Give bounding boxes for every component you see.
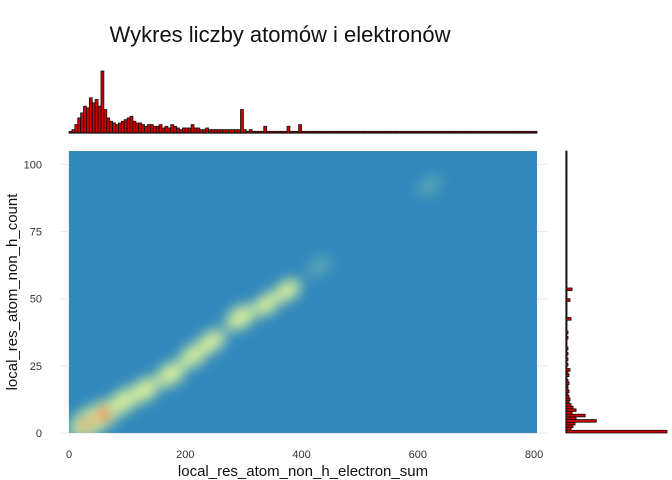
density-layer-ellipse bbox=[416, 174, 443, 198]
x-histogram-bar bbox=[147, 124, 151, 134]
y-histogram-bar bbox=[565, 427, 572, 431]
x-histogram-bar bbox=[132, 120, 137, 134]
x-tick-label: 400 bbox=[292, 449, 310, 461]
y-histogram-bar bbox=[565, 424, 574, 429]
x-histogram-bar bbox=[83, 105, 87, 134]
x-histogram-bar bbox=[205, 127, 209, 134]
x-histogram-bar bbox=[112, 122, 116, 134]
x-axis-title: local_res_atom_non_h_electron_sum bbox=[178, 463, 428, 480]
x-histogram-bar bbox=[97, 105, 102, 134]
density-blob bbox=[416, 174, 443, 198]
x-histogram-bar bbox=[106, 117, 111, 134]
y-tick-label: 25 bbox=[30, 361, 42, 373]
x-histogram-bar bbox=[80, 112, 84, 134]
x-histogram-bar bbox=[155, 125, 160, 134]
x-histogram-bar bbox=[135, 122, 140, 134]
x-histogram-bar bbox=[103, 109, 108, 134]
y-histogram-bar bbox=[565, 416, 577, 420]
x-axis-ticks: 0 200 400 600 800 bbox=[66, 449, 543, 461]
y-histogram-bar bbox=[565, 287, 573, 292]
x-tick-label: 600 bbox=[409, 449, 427, 461]
y-histogram-bar bbox=[565, 397, 571, 402]
y-histogram-bar bbox=[565, 411, 573, 415]
x-histogram-bar bbox=[91, 102, 96, 134]
density-layer-ellipse bbox=[132, 379, 157, 401]
density-blobs bbox=[69, 174, 443, 433]
x-histogram-bar bbox=[149, 124, 154, 134]
x-histogram-bar bbox=[187, 127, 192, 134]
density-layer-ellipse bbox=[158, 363, 183, 385]
density-layer-ellipse bbox=[228, 307, 253, 328]
x-histogram-bar bbox=[115, 124, 119, 134]
x-histogram-bar bbox=[94, 99, 99, 134]
y-histogram-bar bbox=[565, 429, 668, 434]
x-histogram-bar bbox=[158, 124, 163, 134]
x-histogram-bar bbox=[286, 125, 291, 134]
chart-title: Wykres liczby atomów i elektronów bbox=[110, 22, 451, 47]
x-histogram-bar bbox=[240, 109, 244, 134]
x-histogram-bar bbox=[167, 127, 172, 134]
density-blob bbox=[127, 375, 162, 405]
y-histogram-bar bbox=[565, 368, 571, 372]
y-tick-label: 75 bbox=[30, 227, 42, 239]
y-histogram-bar bbox=[565, 413, 586, 418]
density-blob bbox=[271, 277, 303, 305]
x-histogram-bar bbox=[120, 120, 125, 134]
x-histogram-bar bbox=[77, 117, 82, 134]
x-histogram-bar bbox=[138, 122, 143, 134]
x-histogram-bar bbox=[193, 127, 198, 134]
y-axis-title: local_res_atom_non_h_count bbox=[4, 193, 21, 391]
y-marginal-histogram bbox=[565, 150, 668, 434]
density-layer-ellipse bbox=[200, 331, 223, 352]
y-histogram-bar bbox=[565, 403, 572, 407]
x-marginal-histogram bbox=[68, 70, 538, 134]
y-tick-label: 100 bbox=[24, 159, 42, 171]
y-histogram-bar bbox=[565, 408, 577, 412]
x-tick-label: 200 bbox=[176, 449, 194, 461]
x-histogram-bar bbox=[173, 125, 177, 134]
y-axis-ticks: 0 25 50 75 100 bbox=[24, 159, 42, 440]
y-histogram-bar bbox=[565, 298, 571, 302]
x-histogram-bar bbox=[298, 124, 302, 134]
x-histogram-bar bbox=[86, 107, 90, 134]
x-histogram-bar bbox=[164, 125, 169, 134]
x-histogram-bar bbox=[100, 70, 105, 134]
x-histogram-bar bbox=[152, 125, 157, 134]
x-histogram-bar bbox=[196, 127, 201, 134]
x-histogram-bar bbox=[263, 125, 268, 134]
x-histogram-bar bbox=[184, 127, 189, 134]
x-histogram-bar bbox=[176, 127, 180, 134]
x-histogram-bar bbox=[74, 124, 79, 134]
density-blob bbox=[153, 359, 188, 389]
density-blob bbox=[305, 254, 333, 279]
x-histogram-bar bbox=[88, 97, 93, 134]
y-tick-label: 0 bbox=[36, 428, 42, 440]
x-histogram-bar bbox=[129, 115, 134, 134]
y-histogram-bar bbox=[565, 419, 597, 423]
x-histogram-bar bbox=[141, 124, 145, 134]
x-histogram-bar bbox=[109, 120, 114, 134]
x-histogram-bar bbox=[123, 119, 128, 134]
x-histogram-bar bbox=[161, 127, 166, 134]
x-histogram-bar bbox=[144, 125, 148, 134]
x-histogram-bar bbox=[118, 122, 122, 134]
x-tick-label: 800 bbox=[525, 449, 543, 461]
x-histogram-bar bbox=[190, 124, 195, 134]
y-histogram-bar bbox=[565, 405, 574, 410]
y-histogram-bar bbox=[565, 317, 572, 321]
x-histogram-bar bbox=[181, 127, 186, 134]
density-layer-ellipse bbox=[276, 281, 298, 301]
y-histogram-bar bbox=[565, 421, 576, 426]
density-layer-ellipse bbox=[305, 254, 333, 279]
y-tick-label: 50 bbox=[30, 294, 42, 306]
x-tick-label: 0 bbox=[66, 449, 72, 461]
density-blob bbox=[195, 327, 228, 356]
density-blob bbox=[223, 302, 258, 333]
x-histogram-bar bbox=[126, 117, 131, 134]
x-histogram-bar bbox=[170, 124, 175, 134]
